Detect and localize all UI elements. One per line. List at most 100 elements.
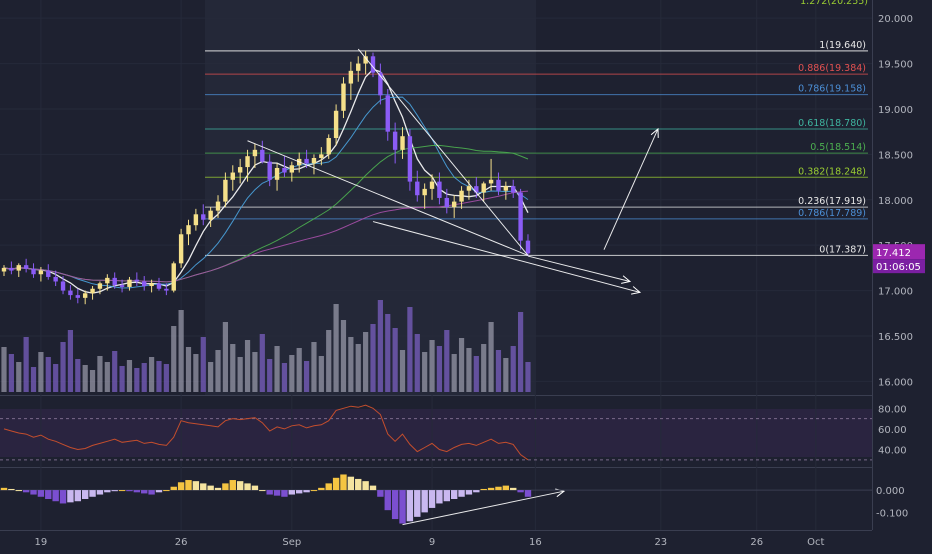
macd-histogram-bar xyxy=(487,487,495,491)
candle-body xyxy=(385,95,390,132)
arrow-head xyxy=(621,275,632,284)
time-tick-label: 16 xyxy=(529,537,542,548)
macd-histogram-bar xyxy=(236,481,244,491)
volume-bar xyxy=(333,304,339,392)
candle-body xyxy=(525,240,531,254)
candle-body xyxy=(474,186,479,193)
candle-body xyxy=(451,201,457,208)
volume-bar xyxy=(75,359,81,392)
candle-body xyxy=(356,63,361,71)
candle-body xyxy=(481,183,486,193)
volume-bar xyxy=(82,365,88,392)
volume-bar xyxy=(45,357,51,392)
macd-histogram-bar xyxy=(0,487,8,491)
volume-bar xyxy=(171,326,177,392)
candle-body xyxy=(1,267,7,272)
projection-arrow-down xyxy=(527,255,631,282)
moving-average-line xyxy=(3,190,529,283)
volume-bar xyxy=(414,334,420,392)
macd-histogram-bar xyxy=(369,485,377,491)
price-tick-label: 18.000 xyxy=(878,196,913,207)
volume-bar xyxy=(385,314,391,392)
macd-histogram-bar xyxy=(355,478,362,491)
macd-tick-label: -0.100 xyxy=(876,508,908,519)
volume-bar xyxy=(326,330,332,392)
countdown-value: 01:06:05 xyxy=(876,262,921,273)
macd-histogram-bar xyxy=(377,490,384,497)
macd-histogram-bar xyxy=(52,490,59,502)
volume-bar xyxy=(348,337,354,392)
time-tick-label: Sep xyxy=(282,537,301,548)
candle-body xyxy=(407,136,413,182)
macd-histogram-bar xyxy=(133,490,141,493)
macd-histogram-bar xyxy=(340,474,347,491)
volume-bar xyxy=(355,344,361,392)
macd-histogram-bar xyxy=(347,476,355,491)
macd-histogram-bar xyxy=(473,490,480,493)
volume-bar xyxy=(23,337,29,392)
candle-body xyxy=(319,154,324,158)
macd-histogram-bar xyxy=(89,490,96,497)
volume-bar xyxy=(259,334,265,392)
candle-body xyxy=(459,190,464,202)
macd-histogram-bar xyxy=(22,490,30,493)
time-tick-label: 26 xyxy=(175,537,188,548)
volume-bar xyxy=(518,312,524,392)
candle-body xyxy=(23,265,29,269)
price-tick-label: 20.000 xyxy=(878,14,913,25)
candle-body xyxy=(178,234,184,264)
candle-body xyxy=(134,279,140,282)
volume-bar xyxy=(436,346,443,392)
candle-body xyxy=(392,131,398,150)
macd-histogram-bar xyxy=(443,490,450,502)
time-tick-label: 23 xyxy=(654,537,667,548)
fib-level-label: 0.786(19.158) xyxy=(798,84,866,95)
volume-bar xyxy=(399,350,406,392)
time-tick-label: Oct xyxy=(807,537,824,548)
macd-histogram-bar xyxy=(391,490,399,520)
macd-histogram-bar xyxy=(510,487,517,491)
volume-bar xyxy=(392,328,398,392)
price-tick-label: 18.500 xyxy=(878,150,913,161)
volume-bar xyxy=(451,354,457,392)
macd-histogram-bar xyxy=(436,490,443,504)
rsi-line xyxy=(3,404,529,461)
fib-level-label: 0.786(17.789) xyxy=(798,208,866,219)
macd-histogram-bar xyxy=(251,485,259,491)
volume-bar xyxy=(119,366,125,392)
macd-histogram-bar xyxy=(155,490,163,493)
macd-histogram-bar xyxy=(111,490,118,492)
macd-histogram-bar xyxy=(30,490,37,495)
candle-body xyxy=(38,270,44,275)
macd-histogram-bar xyxy=(502,485,510,491)
macd-histogram-bar xyxy=(8,488,15,491)
fib-level-label: 0.618(18.780) xyxy=(798,118,866,129)
macd-histogram-bar xyxy=(517,490,524,493)
candle-body xyxy=(511,186,516,193)
candle-body xyxy=(378,72,383,96)
macd-histogram-bar xyxy=(126,490,133,492)
volume-bar xyxy=(481,344,487,392)
candle-body xyxy=(348,70,354,84)
arrow-head xyxy=(631,286,642,295)
volume-bar xyxy=(495,350,502,392)
volume-bar xyxy=(215,350,221,392)
candle-body xyxy=(363,56,368,64)
volume-bar xyxy=(89,370,96,392)
price-tick-label: 16.000 xyxy=(878,377,913,388)
volume-bar xyxy=(60,342,66,392)
candle-body xyxy=(496,179,501,191)
candle-body xyxy=(400,136,405,150)
volume-bar xyxy=(488,322,494,392)
candle-body xyxy=(415,181,420,196)
volume-bar xyxy=(237,357,243,392)
candle-body xyxy=(60,281,66,291)
volume-bar xyxy=(112,351,118,392)
volume-bar xyxy=(444,330,450,392)
macd-histogram-bar xyxy=(96,490,104,495)
macd-histogram-bar xyxy=(318,487,325,491)
candle-body xyxy=(333,110,339,139)
projection-arrow-lower xyxy=(372,221,641,293)
